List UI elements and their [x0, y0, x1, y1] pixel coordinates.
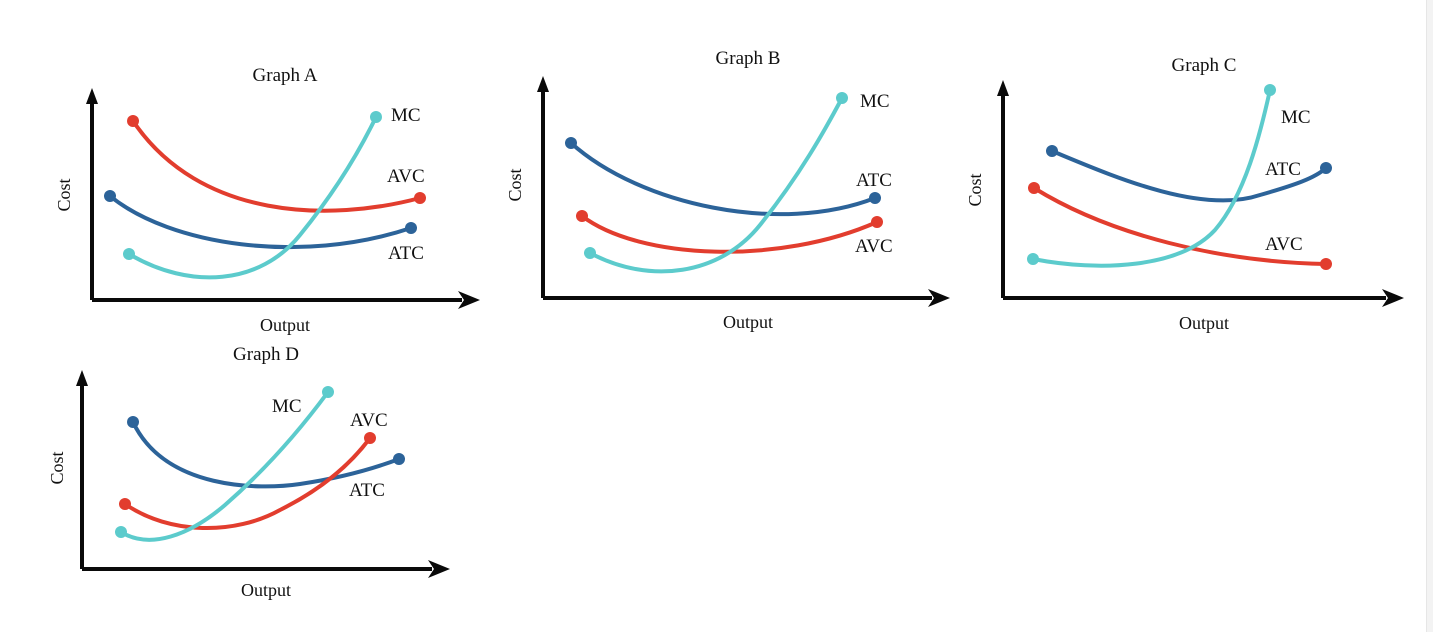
graph-c-label-atc: ATC	[1265, 159, 1301, 180]
graph-b-x-label: Output	[723, 312, 773, 332]
graph-d-avc-curve	[123, 436, 372, 530]
graph-c-label-avc: AVC	[1265, 234, 1303, 255]
graph-b-avc-start-point	[576, 210, 588, 222]
graph-b-label-avc: AVC	[855, 236, 893, 257]
graph-d-mc-curve	[119, 390, 330, 542]
graph-c-y-label: Cost	[965, 173, 985, 206]
graph-d: Graph D Output Cost MC AVC ATC	[47, 344, 450, 600]
graph-b-atc-end-point	[869, 192, 881, 204]
graph-b: Graph B Output Cost MC ATC AVC	[505, 48, 950, 332]
graph-b-mc-start-point	[584, 247, 596, 259]
graph-c-y-arrow	[997, 80, 1009, 96]
graph-b-atc-curve	[569, 141, 877, 217]
graph-a-mc-start-point	[123, 248, 135, 260]
graph-d-avc-start-point	[119, 498, 131, 510]
graph-b-x-arrow	[928, 289, 950, 307]
graph-d-label-avc: AVC	[350, 410, 388, 431]
graph-c-mc-start-point	[1027, 253, 1039, 265]
graph-c-title: Graph C	[1172, 55, 1237, 76]
graph-d-atc-start-point	[127, 416, 139, 428]
graph-c-mc-curve	[1031, 88, 1272, 268]
graph-c-avc-end-point	[1320, 258, 1332, 270]
graph-a-label-atc: ATC	[388, 243, 424, 264]
graph-c-x-label: Output	[1179, 313, 1229, 333]
graph-d-y-arrow	[76, 370, 88, 386]
graph-d-atc-curve	[131, 420, 401, 489]
graph-d-x-arrow	[428, 560, 450, 578]
graph-b-title: Graph B	[716, 48, 781, 69]
graph-d-mc-end-point	[322, 386, 334, 398]
graph-a-x-arrow	[458, 291, 480, 309]
graph-a-atc-start-point	[104, 190, 116, 202]
graph-b-y-arrow	[537, 76, 549, 92]
graph-a-mc-end-point	[370, 111, 382, 123]
graph-a-y-label: Cost	[54, 178, 74, 211]
graph-a: Graph A Output Cost MC AVC ATC	[54, 65, 480, 335]
graph-b-mc-end-point	[836, 92, 848, 104]
graph-d-x-label: Output	[241, 580, 291, 600]
graph-c-avc-start-point	[1028, 182, 1040, 194]
graph-c-avc-curve	[1032, 186, 1328, 266]
graph-b-avc-end-point	[871, 216, 883, 228]
graph-b-mc-curve	[588, 96, 844, 274]
graph-d-avc-end-point	[364, 432, 376, 444]
graph-a-title: Graph A	[253, 65, 318, 86]
graph-c-mc-end-point	[1264, 84, 1276, 96]
graph-a-x-label: Output	[260, 315, 310, 335]
graph-d-label-atc: ATC	[349, 480, 385, 501]
graph-a-mc-curve	[127, 115, 378, 280]
graph-a-atc-end-point	[405, 222, 417, 234]
graph-c-x-arrow	[1382, 289, 1404, 307]
graph-d-title: Graph D	[233, 344, 299, 365]
graph-b-avc-curve	[580, 214, 879, 254]
scrollbar[interactable]	[1426, 0, 1433, 632]
graph-c: Graph C Output Cost MC ATC AVC	[965, 55, 1404, 333]
graph-b-label-atc: ATC	[856, 170, 892, 191]
graph-a-label-avc: AVC	[387, 166, 425, 187]
graph-b-atc-start-point	[565, 137, 577, 149]
graph-d-atc-end-point	[393, 453, 405, 465]
graph-d-label-mc: MC	[272, 396, 302, 417]
graph-a-avc-end-point	[414, 192, 426, 204]
graph-b-y-label: Cost	[505, 168, 525, 201]
graph-c-label-mc: MC	[1281, 107, 1311, 128]
graph-b-label-mc: MC	[860, 91, 890, 112]
graph-d-y-label: Cost	[47, 451, 67, 484]
graph-a-y-arrow	[86, 88, 98, 104]
graph-c-atc-start-point	[1046, 145, 1058, 157]
graph-a-avc-curve	[131, 119, 422, 213]
graph-a-atc-curve	[108, 194, 413, 250]
graph-d-mc-start-point	[115, 526, 127, 538]
graph-a-label-mc: MC	[391, 105, 421, 126]
graph-a-avc-start-point	[127, 115, 139, 127]
graph-c-atc-end-point	[1320, 162, 1332, 174]
